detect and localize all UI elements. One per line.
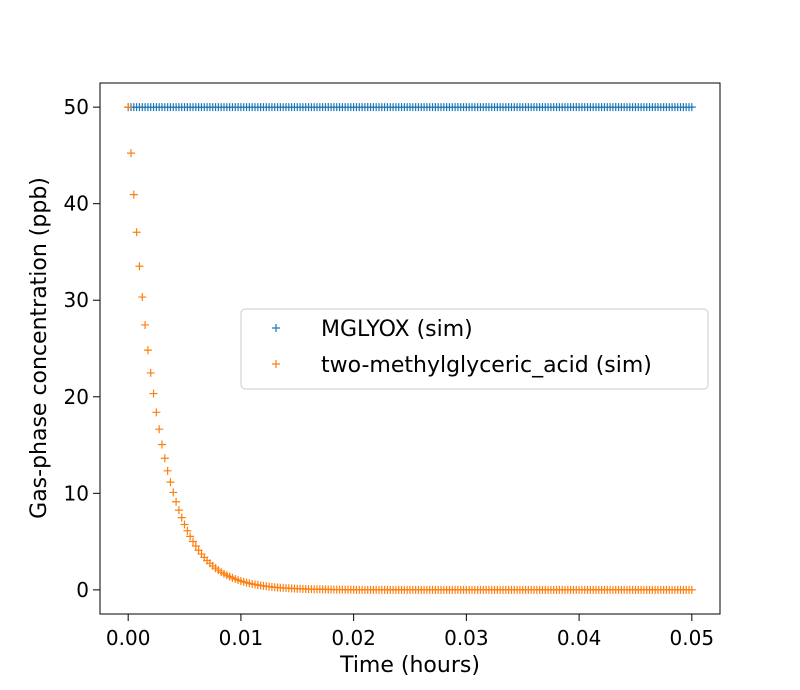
data-point [191,542,200,551]
x-axis-title: Time (hours) [339,653,480,678]
data-point [146,368,155,377]
y-tick-label: 0 [76,578,89,602]
series-1 [124,103,696,594]
data-point [135,262,144,271]
data-point [141,320,150,329]
y-tick-label: 30 [64,288,89,312]
data-point [124,103,133,112]
legend-marker-symbol [272,360,280,368]
y-tick-label: 20 [64,385,89,409]
axes-frame [99,82,721,615]
data-point [174,506,183,515]
data-point [183,526,192,535]
x-tick-label: 0.05 [670,626,715,650]
data-point [149,389,158,398]
data-point [177,513,186,522]
ticks-layer: 0.00 0.01 0.02 0.03 0.04 0.05 0 10 20 30 40 50 [64,95,715,650]
data-point [687,103,696,112]
y-tick-label: 50 [64,95,89,119]
series-0 [124,103,696,112]
data-point [169,488,178,497]
data-point [138,293,147,302]
legend: MGLYOX (sim) two-methylglyceric_acid (si… [240,308,709,390]
data-point [687,585,696,594]
legend-frame [240,308,709,390]
legend-marker-two-methylglyceric-acid [272,360,280,368]
data-point [158,440,166,449]
data-point [180,520,189,529]
x-tick-label: 0.00 [106,626,151,650]
data-point [127,149,135,158]
data-point [155,425,164,434]
x-tick-label: 0.01 [219,626,264,650]
data-point [132,228,141,237]
data-point [163,466,172,475]
data-point [166,478,175,487]
legend-label-mglyox: MGLYOX (sim) [321,317,473,342]
legend-label-two-methylglyceric-acid: two-methylglyceric_acid (sim) [321,353,652,378]
data-point [152,408,161,417]
x-tick-label: 0.04 [557,626,602,650]
x-tick-label: 0.02 [331,626,376,650]
legend-marker-mglyox [272,324,280,332]
y-tick-label: 10 [64,481,89,505]
legend-marker-symbol [272,324,280,332]
plot-layer [124,103,696,594]
data-point [186,532,195,541]
data-point [189,537,197,546]
data-point [160,454,169,463]
data-point [143,346,152,355]
data-point [129,190,138,199]
y-tick-label: 40 [64,192,89,216]
data-point [172,497,181,506]
x-tick-label: 0.03 [444,626,489,650]
y-axis-title: Gas-phase concentration (ppb) [27,177,52,519]
